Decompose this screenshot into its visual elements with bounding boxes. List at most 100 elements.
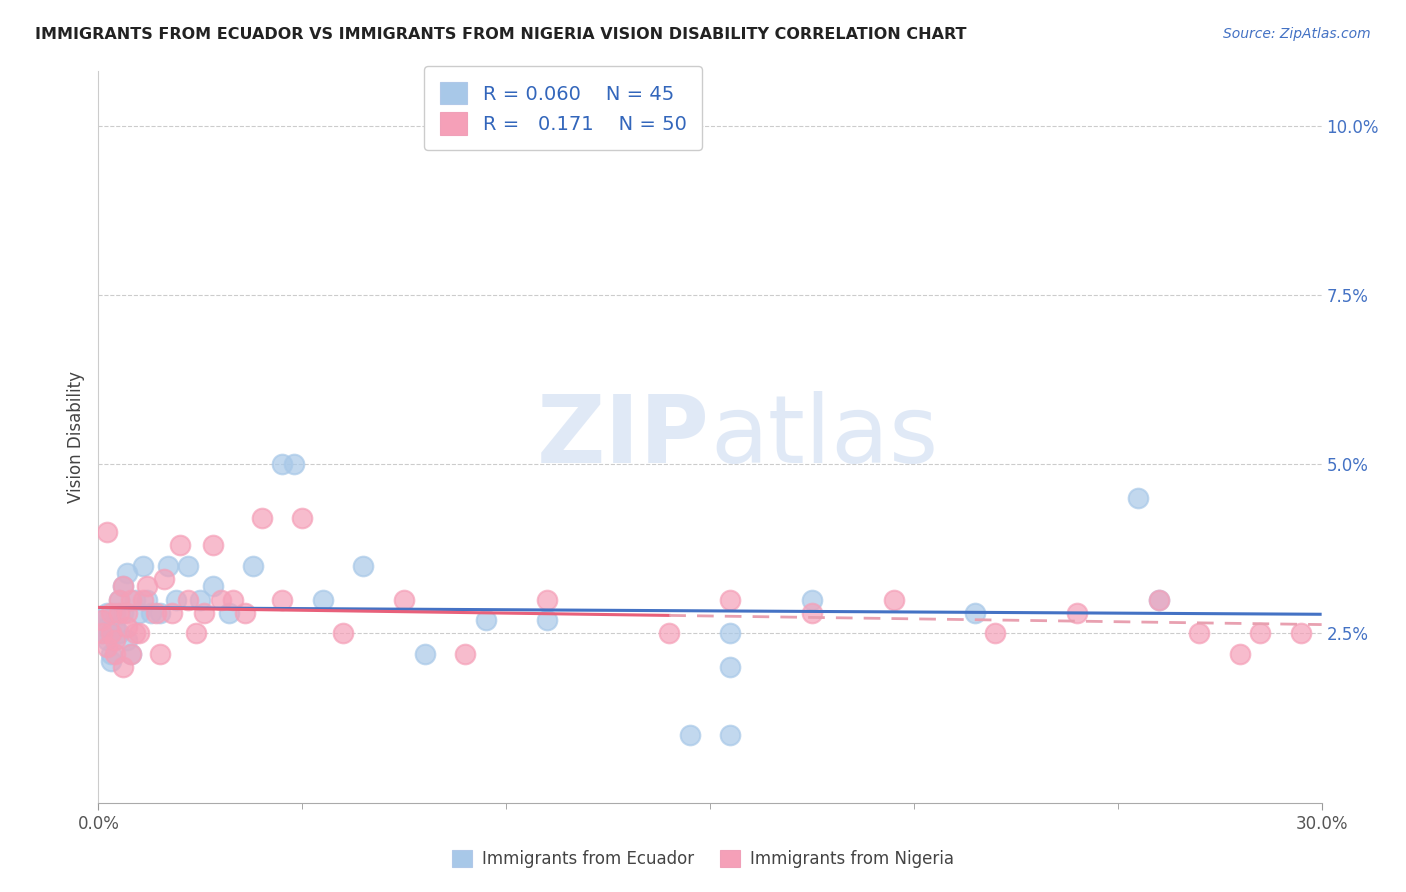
Point (209, 592, 232, 607)
Point (115, 606, 138, 620)
Point (536, 592, 558, 607)
Point (1291, 626, 1313, 640)
Point (965, 606, 987, 620)
Point (111, 579, 134, 593)
Point (718, 592, 742, 607)
Point (132, 558, 155, 573)
Point (1147, 592, 1170, 607)
Point (291, 511, 314, 525)
Point (218, 606, 240, 620)
Point (96, 524, 118, 539)
Point (201, 538, 224, 552)
Point (104, 647, 127, 661)
Point (883, 592, 905, 607)
Text: ZIP: ZIP (537, 391, 710, 483)
Point (801, 606, 824, 620)
Point (108, 606, 131, 620)
Point (91, 613, 114, 627)
Text: IMMIGRANTS FROM ECUADOR VS IMMIGRANTS FROM NIGERIA VISION DISABILITY CORRELATION: IMMIGRANTS FROM ECUADOR VS IMMIGRANTS FR… (35, 27, 967, 42)
Point (193, 606, 215, 620)
Text: atlas: atlas (710, 391, 938, 483)
Point (392, 592, 416, 607)
Point (108, 592, 131, 607)
Point (100, 606, 122, 620)
Point (186, 626, 208, 640)
Point (91, 626, 114, 640)
Point (91, 626, 114, 640)
Point (100, 626, 122, 640)
Point (108, 592, 131, 607)
Point (1066, 606, 1088, 620)
Point (165, 592, 187, 607)
Point (222, 592, 245, 607)
Point (96, 640, 118, 654)
Point (332, 626, 354, 640)
Point (156, 558, 179, 573)
Point (718, 728, 742, 742)
Point (169, 538, 191, 552)
Legend: Immigrants from Ecuador, Immigrants from Nigeria: Immigrants from Ecuador, Immigrants from… (446, 843, 960, 875)
Legend: R = 0.060    N = 45, R =   0.171    N = 50: R = 0.060 N = 45, R = 0.171 N = 50 (425, 66, 702, 150)
Point (120, 647, 142, 661)
Point (100, 654, 122, 668)
Point (312, 592, 335, 607)
Point (120, 647, 142, 661)
Point (658, 626, 681, 640)
Y-axis label: Vision Disability: Vision Disability (66, 371, 84, 503)
Point (115, 633, 138, 648)
Point (104, 606, 127, 620)
Point (91, 613, 114, 627)
Point (474, 613, 498, 627)
Point (413, 647, 436, 661)
Point (149, 647, 172, 661)
Point (136, 592, 159, 607)
Point (152, 572, 174, 586)
Point (120, 592, 142, 607)
Point (233, 606, 256, 620)
Point (801, 592, 824, 607)
Point (104, 620, 127, 634)
Point (1229, 647, 1251, 661)
Point (177, 592, 200, 607)
Point (128, 626, 150, 640)
Point (201, 579, 224, 593)
Point (96, 633, 118, 648)
Point (141, 606, 163, 620)
Point (160, 606, 183, 620)
Point (1147, 592, 1170, 607)
Point (1128, 491, 1150, 505)
Point (124, 592, 146, 607)
Point (128, 606, 150, 620)
Point (177, 558, 200, 573)
Point (1249, 626, 1271, 640)
Point (111, 579, 134, 593)
Point (352, 558, 374, 573)
Point (111, 660, 134, 674)
Text: Source: ZipAtlas.com: Source: ZipAtlas.com (1223, 27, 1371, 41)
Point (111, 606, 134, 620)
Point (104, 633, 127, 648)
Point (108, 626, 131, 640)
Point (679, 728, 702, 742)
Point (270, 457, 294, 471)
Point (283, 457, 305, 471)
Point (536, 613, 558, 627)
Point (718, 626, 742, 640)
Point (132, 592, 155, 607)
Point (1188, 626, 1211, 640)
Point (115, 620, 138, 634)
Point (149, 606, 172, 620)
Point (100, 647, 122, 661)
Point (718, 660, 742, 674)
Point (242, 558, 264, 573)
Point (145, 606, 167, 620)
Point (454, 647, 477, 661)
Point (136, 579, 159, 593)
Point (96, 606, 118, 620)
Point (124, 626, 146, 640)
Point (270, 592, 294, 607)
Point (250, 511, 273, 525)
Point (96, 620, 118, 634)
Point (100, 626, 122, 640)
Point (984, 626, 1007, 640)
